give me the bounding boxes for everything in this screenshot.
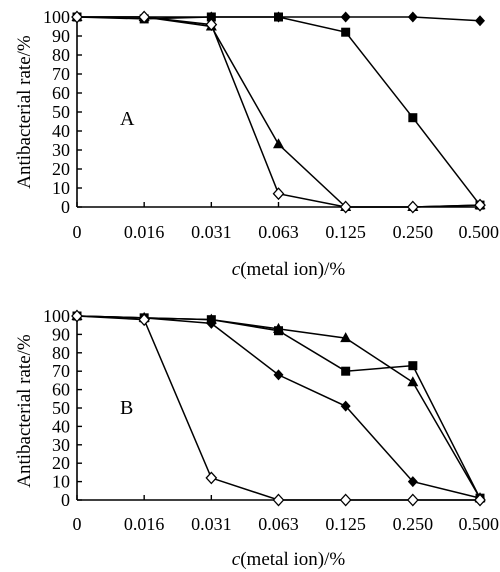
series-line-filled-triangle [76,315,481,499]
x-tick-label: 0.063 [258,222,299,242]
data-point-diamond [475,15,485,27]
series-line-filled-square [76,315,481,499]
x-tick-label: 0.250 [393,222,434,242]
data-point-open-diamond [71,309,83,323]
data-point-open-diamond [205,18,218,32]
series-line-open-diamond [77,16,481,208]
series-filled-triangle [71,310,486,503]
x-axis-title-text: (metal ion)/% [240,259,345,280]
series-filled-square [72,311,485,503]
data-point-diamond [407,476,418,488]
data-point-open-diamond [272,493,285,507]
x-tick-label: 0.500 [459,514,500,534]
y-tick-label: 70 [52,361,70,381]
data-point-diamond [273,369,284,381]
data-point-diamond [340,11,351,23]
data-point-square [274,12,283,22]
y-tick-label: 10 [52,178,70,198]
data-point-triangle [407,376,419,387]
x-tick-label: 0.016 [124,514,165,534]
data-point-open-diamond [205,471,218,485]
x-axis-title-text: (metal ion)/% [240,549,345,570]
panel-label: A [120,108,135,130]
y-tick-label: 0 [61,490,70,510]
data-point-square [408,361,418,371]
y-tick-label: 100 [43,7,70,27]
data-point-open-diamond [474,493,486,507]
data-point-square [274,326,283,336]
y-tick-label: 90 [52,26,70,46]
data-point-open-diamond [272,187,285,201]
x-tick-label: 0 [73,222,82,242]
y-tick-label: 90 [52,324,70,344]
y-tick-label: 80 [52,343,70,363]
y-tick-label: 30 [52,435,70,455]
x-axis-title: c(metal ion)/% [232,549,346,570]
data-point-square [206,12,216,22]
data-point-open-diamond [71,10,83,24]
y-tick-label: 40 [52,416,70,436]
data-point-open-diamond [339,493,352,507]
data-point-triangle [340,332,352,343]
series-line-filled-triangle [77,16,481,208]
y-tick-label: 0 [61,197,70,217]
y-tick-label: 60 [52,83,70,103]
data-point-open-diamond [138,313,151,327]
panel-label: B [120,397,133,419]
y-tick-label: 20 [52,159,70,179]
data-point-triangle [273,138,284,149]
series-open-diamond [71,309,486,507]
y-tick-label: 70 [52,64,70,84]
x-tick-label: 0.063 [258,514,299,534]
data-point-diamond [340,400,351,412]
x-tick-label: 0.016 [124,222,165,242]
x-tick-label: 0.125 [325,222,366,242]
x-tick-label: 0.250 [393,514,434,534]
data-point-diamond [407,11,418,23]
series-open-diamond [71,10,486,214]
x-tick-label: 0 [73,514,82,534]
x-axis-title: c(metal ion)/% [232,259,346,280]
data-point-open-diamond [138,10,151,24]
series-filled-diamond [72,310,485,504]
x-tick-label: 0.031 [191,514,232,534]
series-line-filled-square [76,16,481,206]
data-point-diamond [206,317,217,329]
x-axis-title-variable: c [232,259,241,280]
y-axis-title: Antibacterial rate/% [14,35,35,189]
y-tick-label: 50 [52,102,70,122]
y-tick-label: 30 [52,140,70,160]
data-point-open-diamond [474,198,486,212]
data-point-open-diamond [339,200,352,214]
data-point-square [408,113,418,123]
y-tick-label: 20 [52,453,70,473]
y-tick-label: 50 [52,398,70,418]
data-point-open-diamond [406,493,419,507]
x-axis-title-variable: c [232,549,241,570]
y-axis-title: Antibacterial rate/% [14,334,35,488]
series-line-filled-diamond [76,315,481,499]
y-tick-label: 100 [43,306,70,326]
series-line-open-diamond [76,315,480,501]
data-point-square [341,27,351,37]
y-tick-label: 80 [52,45,70,65]
x-tick-label: 0.500 [459,222,500,242]
x-tick-label: 0.031 [191,222,232,242]
y-tick-label: 60 [52,380,70,400]
x-tick-label: 0.125 [325,514,366,534]
y-tick-label: 40 [52,121,70,141]
y-tick-label: 10 [52,472,70,492]
data-point-open-diamond [406,200,419,214]
data-point-square [341,366,351,376]
